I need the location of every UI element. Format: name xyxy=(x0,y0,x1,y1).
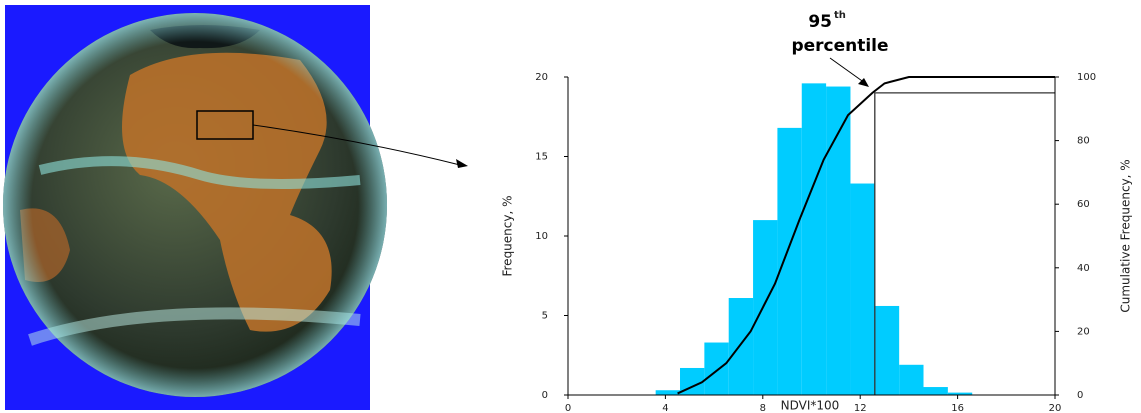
annotation-number: 95 xyxy=(808,12,832,32)
x-tick-label: 12 xyxy=(854,403,867,413)
bar xyxy=(777,127,802,395)
bar xyxy=(947,392,973,395)
bar xyxy=(850,183,875,395)
bar xyxy=(753,220,778,395)
y2-axis-label: Cumulative Frequency, % xyxy=(1119,159,1133,312)
y-tick-label: 5 xyxy=(542,311,548,322)
x-axis-label: NDVI*100 xyxy=(781,399,840,413)
bar xyxy=(655,390,681,395)
y2-tick-label: 100 xyxy=(1077,72,1096,83)
x-tick-label: 8 xyxy=(760,403,766,413)
annotation-suffix: th xyxy=(834,10,846,21)
bar xyxy=(899,364,924,395)
bar xyxy=(801,83,827,396)
annotation-arrowhead xyxy=(858,78,869,87)
bar xyxy=(704,342,729,395)
y2-tick-label: 20 xyxy=(1077,326,1090,337)
x-tick-label: 20 xyxy=(1049,403,1062,413)
x-tick-label: 4 xyxy=(662,403,668,413)
annotation-arrow xyxy=(829,57,866,84)
x-tick-label: 0 xyxy=(565,403,571,413)
y-tick-label: 20 xyxy=(535,72,548,83)
bar xyxy=(874,305,900,395)
y2-tick-label: 0 xyxy=(1077,390,1083,401)
y-tick-label: 10 xyxy=(535,231,548,242)
y-tick-label: 15 xyxy=(535,152,548,163)
y2-tick-label: 80 xyxy=(1077,136,1090,147)
y-axis-label: Frequency, % xyxy=(501,195,515,276)
bar xyxy=(923,387,948,395)
cumulative-line xyxy=(677,76,1055,395)
y2-tick-label: 40 xyxy=(1077,263,1090,274)
annotation-text: percentile xyxy=(791,36,888,56)
y2-tick-label: 60 xyxy=(1077,199,1090,210)
x-tick-label: 16 xyxy=(951,403,964,413)
percentile-line xyxy=(874,92,1055,395)
bar xyxy=(826,86,851,395)
satellite-image xyxy=(3,5,468,410)
y-tick-label: 0 xyxy=(542,390,548,401)
bar xyxy=(728,298,754,395)
